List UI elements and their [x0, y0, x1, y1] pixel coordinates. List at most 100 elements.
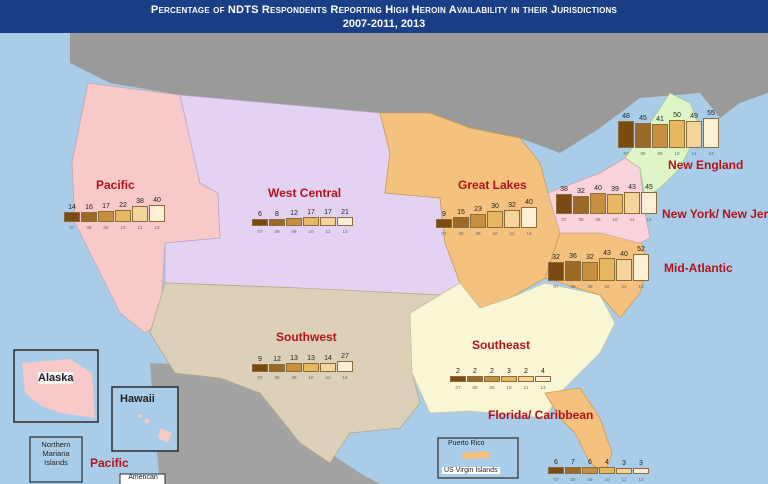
bar-value-great-lakes-09: 23 [474, 205, 482, 213]
bar-value-new-york-new-jersey-09: 40 [594, 185, 602, 193]
bar-year-southeast-07: 07 [455, 385, 461, 390]
bar-value-new-england-09: 41 [656, 116, 664, 124]
bar-year-new-york-new-jersey-11: 11 [629, 217, 635, 222]
region-label-florida-caribbean: Florida/ Caribbean [488, 408, 593, 422]
bar-value-florida-caribbean-08: 7 [571, 458, 575, 466]
bar-year-new-england-08: 08 [640, 151, 646, 156]
bar-year-southeast-13: 13 [540, 385, 546, 390]
bar-great-lakes-09 [470, 213, 486, 228]
bar-year-west-central-13: 13 [342, 229, 348, 234]
bar-year-west-central-11: 11 [325, 229, 331, 234]
bar-value-west-central-07: 6 [258, 211, 262, 218]
bar-year-new-england-13: 13 [708, 151, 714, 156]
bar-year-southeast-09: 09 [489, 385, 495, 390]
bar-value-new-england-10: 50 [673, 112, 681, 120]
bar-value-southeast-10: 3 [507, 367, 511, 375]
bar-southeast-11 [518, 375, 534, 382]
bar-year-florida-caribbean-08: 08 [570, 477, 576, 482]
bar-west-central-07 [252, 219, 268, 226]
bar-value-great-lakes-08: 15 [457, 208, 465, 216]
bar-southeast-13 [535, 375, 551, 382]
puerto-rico-label: Puerto Rico [448, 440, 485, 447]
chart-florida-caribbean: 6 07 7 08 6 09 4 10 3 11 3 13 [548, 454, 658, 482]
bar-value-southeast-09: 2 [490, 367, 494, 375]
hawaii-island [158, 428, 172, 443]
bar-southwest-11 [320, 363, 336, 372]
bar-value-southeast-13: 4 [541, 367, 545, 375]
region-label-new-england: New England [668, 158, 743, 172]
bar-year-pacific-13: 13 [154, 225, 160, 230]
american-samoa-inset-box [119, 473, 166, 484]
american-samoa-label: American [128, 474, 158, 481]
bar-new-york-new-jersey-11 [624, 192, 640, 214]
bar-year-florida-caribbean-13: 13 [638, 477, 644, 482]
bar-year-new-york-new-jersey-08: 08 [578, 217, 584, 222]
bar-value-pacific-07: 14 [68, 204, 76, 212]
bar-value-southeast-07: 2 [456, 367, 460, 375]
bar-pacific-09 [98, 211, 114, 222]
map-subtitle: 2007-2011, 2013 [342, 18, 426, 30]
bar-value-florida-caribbean-07: 6 [554, 459, 558, 466]
northern-mariana-label: Northern Mariana Islands [41, 440, 71, 467]
bar-year-southwest-10: 10 [308, 375, 314, 380]
bar-value-southwest-10: 13 [307, 355, 315, 363]
bar-mid-atlantic-07 [548, 262, 564, 281]
bar-new-york-new-jersey-07 [556, 194, 572, 214]
bar-value-west-central-11: 17 [324, 209, 332, 217]
bar-southwest-10 [303, 363, 319, 372]
bar-southeast-09 [484, 375, 500, 382]
bar-great-lakes-07 [436, 218, 452, 228]
bar-value-west-central-08: 8 [275, 210, 279, 218]
bar-florida-caribbean-10 [599, 467, 615, 474]
chart-mid-atlantic: 32 07 36 08 32 09 43 10 40 11 52 13 [548, 246, 658, 289]
chart-new-york-new-jersey: 38 07 32 08 40 09 39 10 43 11 45 13 [556, 182, 666, 222]
bar-mid-atlantic-10 [599, 257, 615, 281]
hawaii-label: Hawaii [120, 393, 155, 405]
bar-year-mid-atlantic-11: 11 [621, 284, 627, 289]
bar-year-west-central-09: 09 [291, 229, 297, 234]
bar-year-great-lakes-08: 08 [458, 231, 464, 236]
bar-value-mid-atlantic-07: 32 [552, 254, 560, 262]
bar-year-pacific-09: 09 [103, 225, 109, 230]
bar-mid-atlantic-11 [616, 259, 632, 281]
bar-new-england-13 [703, 118, 719, 148]
bar-southeast-08 [467, 375, 483, 382]
bar-value-florida-caribbean-09: 6 [588, 459, 592, 466]
bar-year-great-lakes-09: 09 [475, 231, 481, 236]
bar-west-central-10 [303, 217, 319, 226]
northern-mariana-inset-box [29, 436, 83, 483]
bar-new-york-new-jersey-08 [573, 196, 589, 214]
chart-pacific: 14 07 16 08 17 09 22 10 38 11 40 13 [64, 196, 174, 230]
region-label-southeast: Southeast [472, 338, 531, 352]
bar-value-pacific-08: 16 [85, 203, 93, 211]
chart-new-england: 48 07 45 08 41 09 50 10 49 11 55 13 [618, 110, 728, 156]
bar-year-florida-caribbean-11: 11 [621, 477, 627, 482]
bar-great-lakes-13 [521, 207, 537, 228]
bar-year-mid-atlantic-13: 13 [638, 284, 644, 289]
bar-value-new-york-new-jersey-08: 32 [577, 188, 585, 196]
ny-nj-text: New York/ New Jersey [662, 207, 768, 221]
bar-year-great-lakes-13: 13 [526, 231, 532, 236]
florida-text: Florida/ Caribbean [488, 408, 594, 422]
bar-southeast-07 [450, 375, 466, 382]
bar-value-great-lakes-07: 9 [442, 210, 446, 218]
bar-new-york-new-jersey-09 [590, 193, 606, 214]
bar-year-florida-caribbean-09: 09 [587, 477, 593, 482]
bar-value-new-york-new-jersey-13: 45 [645, 183, 653, 191]
bar-year-new-england-10: 10 [674, 151, 680, 156]
bar-mid-atlantic-08 [565, 260, 581, 281]
bar-year-new-york-new-jersey-13: 13 [646, 217, 652, 222]
bar-southwest-07 [252, 364, 268, 372]
bar-year-southwest-13: 13 [342, 375, 348, 380]
bar-year-new-england-07: 07 [623, 151, 629, 156]
bar-value-southwest-08: 12 [273, 355, 281, 363]
bar-west-central-11 [320, 217, 336, 226]
bar-value-great-lakes-11: 32 [508, 202, 516, 210]
bar-value-west-central-13: 21 [341, 208, 349, 216]
bar-year-new-york-new-jersey-10: 10 [612, 217, 618, 222]
bar-value-florida-caribbean-13: 3 [639, 459, 643, 467]
region-southeast [409, 282, 616, 419]
bar-value-southeast-11: 2 [524, 367, 528, 375]
alaska-label: Alaska [38, 372, 74, 384]
